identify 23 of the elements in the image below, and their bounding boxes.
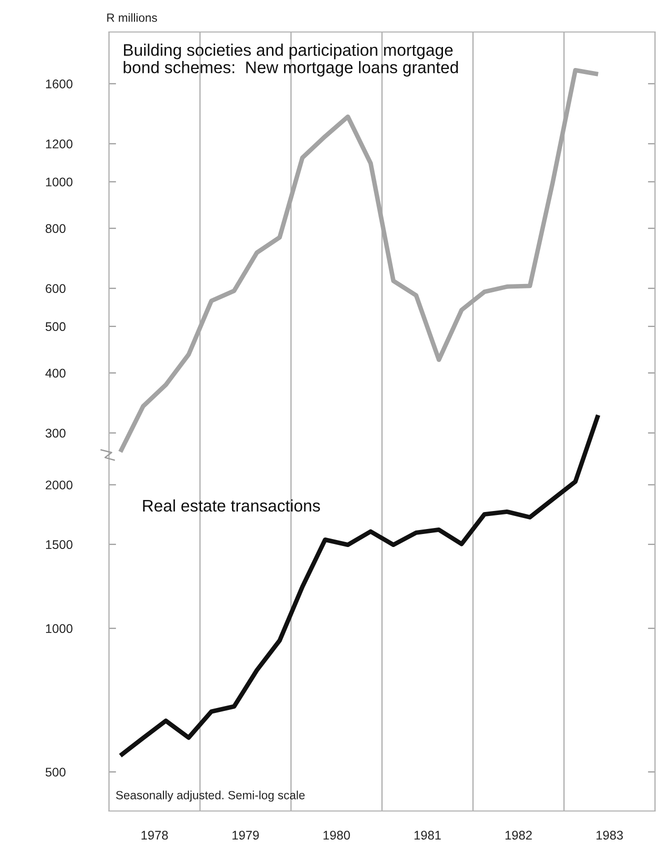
line-series xyxy=(118,412,600,758)
x-tick-label: 1981 xyxy=(414,830,441,840)
y-tick-label: 1600 xyxy=(46,80,72,88)
y-tick-label: 600 xyxy=(46,284,66,293)
y-tick-label: 400 xyxy=(45,368,66,378)
y-tick-label: 2000 xyxy=(46,480,72,490)
y-tick-label: 1500 xyxy=(46,540,72,550)
y-tick-label: 300 xyxy=(46,428,66,438)
y-tick-label: 500 xyxy=(46,768,66,777)
text: Building societies and participation mortgage bond schemes: New mortgage loans granted xyxy=(124,44,458,77)
x-tick-label: 1982 xyxy=(506,830,532,840)
x-tick-label: 1978 xyxy=(142,830,168,840)
x-tick-label: 1979 xyxy=(232,830,259,840)
x-tick-label: 1983 xyxy=(596,830,623,840)
x-tick-label: 1980 xyxy=(324,830,350,840)
y-tick-label: 500 xyxy=(46,322,66,332)
y-tick-label: 1000 xyxy=(46,178,72,186)
y-axis-title: R millions xyxy=(107,13,158,22)
y-tick-label: 1000 xyxy=(46,624,72,633)
series-label: Real estate transactions xyxy=(143,499,320,512)
y-tick-label: 1200 xyxy=(46,140,72,148)
annotation: Seasonally adjusted. Semi-log scale xyxy=(116,790,305,802)
y-tick-label: 800 xyxy=(46,224,66,233)
